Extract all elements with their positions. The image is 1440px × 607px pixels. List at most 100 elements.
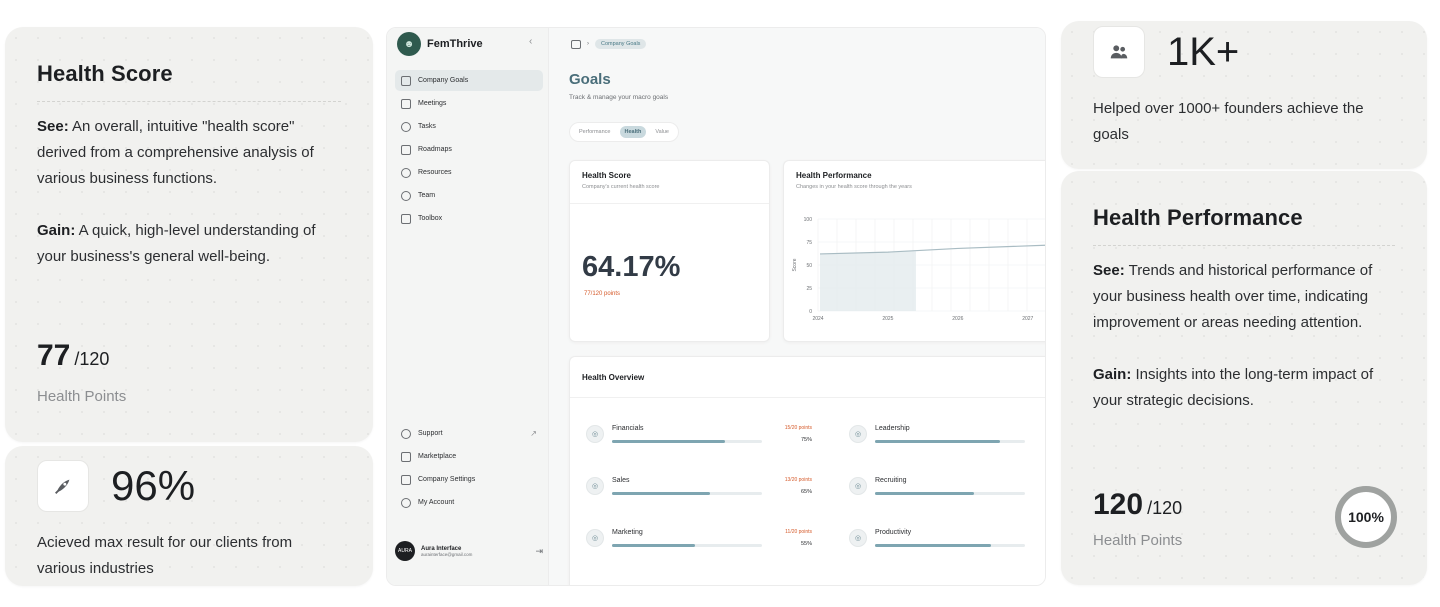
pin-icon (401, 167, 411, 178)
progress-bar-fill (612, 492, 710, 495)
overview-item[interactable]: ◎ Productivity (849, 529, 1045, 547)
nav-item-support[interactable]: Support ↗ (395, 423, 543, 444)
recruit-icon: ◎ (849, 477, 867, 495)
feature-see-text: See: Trends and historical performance o… (1093, 262, 1373, 331)
progress-bar-fill (612, 544, 695, 547)
overview-item[interactable]: ◎ Sales 13/20 points 65% (586, 477, 816, 495)
nav-item-toolbox[interactable]: Toolbox (395, 208, 543, 229)
x-tick-label: 2024 (812, 316, 823, 322)
megaphone-icon: ◎ (586, 529, 604, 547)
overview-item-name: Sales (612, 477, 630, 484)
divider (1093, 245, 1395, 246)
area-fill (820, 251, 916, 311)
nav-item-roadmaps[interactable]: Roadmaps (395, 139, 543, 160)
target-icon (401, 75, 411, 86)
feature-title: Health Score (37, 61, 173, 86)
feature-gain-text: Gain: Insights into the long-term impact… (1093, 366, 1374, 409)
nav-item-company-settings[interactable]: Company Settings (395, 469, 543, 490)
overview-item-percent: 65% (800, 489, 812, 495)
overview-item-body: Recruiting (875, 477, 1045, 495)
nav-item-company-goals[interactable]: Company Goals (395, 70, 543, 91)
overview-item-body: Productivity (875, 529, 1045, 547)
stat-description: Acieved max result for our clients from … (37, 534, 293, 577)
panel-title: Health Score (582, 171, 631, 180)
panel-title: Health Overview (582, 373, 645, 382)
progress-ring: 100% (1335, 486, 1397, 548)
panel-title: Health Performance (796, 171, 872, 180)
nav-label: My Account (418, 499, 455, 506)
progress-ring-fill (1335, 486, 1397, 548)
overview-item[interactable]: ◎ Marketing 11/20 points 55% (586, 529, 816, 547)
page-title: Goals (569, 71, 611, 88)
overview-item[interactable]: ◎ Leadership (849, 425, 1045, 443)
nav-label: Resources (418, 169, 452, 176)
panel-subtitle: Company's current health score (582, 184, 660, 190)
nav-item-marketplace[interactable]: Marketplace (395, 446, 543, 467)
nav-item-my-account[interactable]: My Account (395, 492, 543, 513)
wallet-icon: ◎ (586, 425, 604, 443)
user-profile[interactable]: AURA Aura Interface aurainterface@gmail.… (395, 541, 543, 561)
brand-logo-icon: ☻ (397, 32, 421, 56)
health-points-label: Health Points (37, 388, 127, 405)
nav-label: Support (418, 430, 443, 437)
sales-icon: ◎ (586, 477, 604, 495)
nav-item-team[interactable]: Team (395, 185, 543, 206)
chat-icon (401, 98, 411, 109)
nav-label: Marketplace (418, 453, 457, 460)
store-icon (401, 451, 411, 462)
health-performance-feature-card: Health Performance See: Trends and histo… (1061, 171, 1427, 585)
progress-bar-fill (875, 440, 1000, 443)
gear-icon (401, 497, 411, 508)
nav-item-resources[interactable]: Resources (395, 162, 543, 183)
nav-item-tasks[interactable]: Tasks (395, 116, 543, 137)
divider (570, 397, 1045, 398)
progress-bar (875, 440, 1025, 443)
progress-bar (612, 492, 762, 495)
breadcrumb-current[interactable]: Company Goals (595, 39, 647, 49)
series-line (819, 244, 1045, 255)
nav-label: Company Settings (418, 476, 476, 483)
health-performance-panel: Health Performance Changes in your healt… (783, 160, 1045, 342)
productivity-icon: ◎ (849, 529, 867, 547)
x-tick-label: 2026 (952, 316, 963, 322)
overview-item-name: Leadership (875, 425, 910, 432)
overview-item-percent: 75% (800, 437, 812, 443)
tab-performance[interactable]: Performance (579, 129, 611, 135)
overview-item-name: Productivity (875, 529, 912, 536)
layers-icon (401, 121, 411, 132)
settings-icon (401, 474, 411, 485)
progress-ring-label: 100% (1348, 509, 1384, 525)
feature-see-text: See: An overall, intuitive "health score… (37, 118, 314, 187)
stat-value: 1K+ (1167, 29, 1240, 74)
logout-icon[interactable]: ⇥ (535, 545, 543, 556)
page-subtitle: Track & manage your macro goals (569, 94, 669, 101)
nav-label: Team (418, 192, 436, 199)
nav-label: Meetings (418, 100, 447, 107)
sidebar: ☻ FemThrive ‹ Company Goals Meetings Tas… (387, 28, 549, 585)
stat-description: Helped over 1000+ founders achieve the g… (1093, 100, 1364, 143)
nav-label: Company Goals (418, 77, 469, 84)
avatar: AURA (395, 541, 415, 561)
tab-health[interactable]: Health (619, 126, 647, 138)
progress-bar-fill (875, 544, 991, 547)
overview-item-points: 15/20 points (784, 425, 812, 431)
overview-item-name: Marketing (612, 529, 643, 536)
users-icon (1093, 26, 1145, 78)
overview-item[interactable]: ◎ Recruiting (849, 477, 1045, 495)
overview-item[interactable]: ◎ Financials 15/20 points 75% (586, 425, 816, 443)
y-tick-label: 75 (806, 240, 812, 246)
nav-item-meetings[interactable]: Meetings (395, 93, 543, 114)
health-points-value: 77/120 (37, 339, 110, 372)
home-icon[interactable] (571, 39, 581, 49)
stat-card-results: 96% Acieved max result for our clients f… (5, 446, 373, 586)
overview-item-percent: 55% (800, 541, 812, 547)
collapse-sidebar-icon[interactable]: ‹ (529, 36, 533, 47)
y-tick-label: 25 (806, 286, 812, 292)
brand[interactable]: ☻ FemThrive (397, 32, 483, 56)
health-points-label: Health Points (1093, 532, 1183, 549)
health-score-points: 77/120 points (584, 291, 621, 297)
divider (37, 101, 341, 102)
tab-value[interactable]: Value (655, 129, 669, 135)
health-overview-panel: Health Overview ◎ Financials 15/20 points 7… (569, 356, 1045, 585)
user-email: aurainterface@gmail.com (421, 551, 473, 557)
